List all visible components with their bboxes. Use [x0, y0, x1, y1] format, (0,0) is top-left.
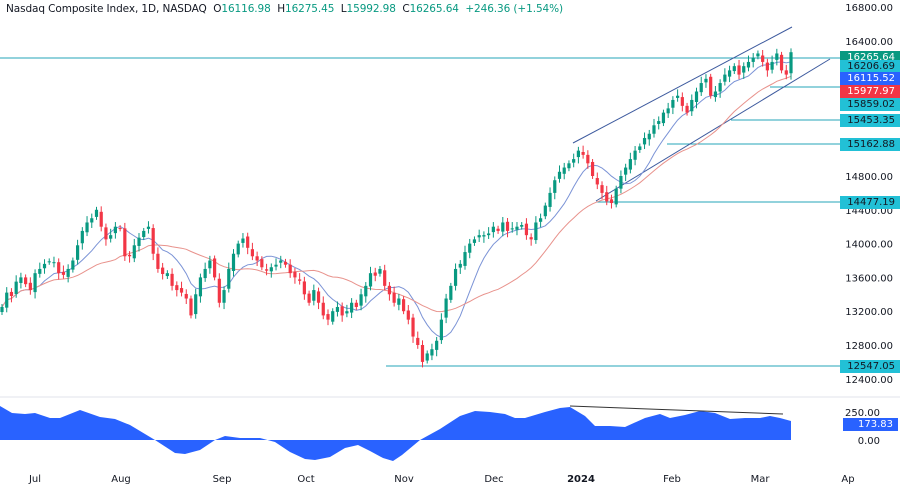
open-value: 16116.98 — [221, 3, 271, 15]
time-axis[interactable]: Jul Aug Sep Oct Nov Dec 2024 Feb Mar Ap — [28, 474, 855, 485]
price-tick: 14400.00 — [845, 206, 893, 217]
price-badge-level: 14477.19 — [840, 196, 900, 209]
oscillator-tick: 0.00 — [858, 436, 880, 447]
high-value: 16275.45 — [284, 3, 335, 15]
time-tick: Aug — [111, 474, 131, 485]
time-tick: Nov — [394, 474, 414, 485]
time-tick: 2024 — [567, 474, 595, 485]
chart-legend: Nasdaq Composite Index, 1D, NASDAQ O1611… — [6, 3, 563, 15]
price-tick: 13600.00 — [845, 273, 893, 284]
time-tick: Oct — [297, 474, 314, 485]
price-axis[interactable]: 16800.00 16400.00 14800.00 14400.00 14000.00… — [845, 3, 893, 447]
price-tick: 14000.00 — [845, 240, 893, 251]
oscillator-tick: 250.00 — [845, 408, 880, 419]
price-badge-level: 12547.05 — [840, 360, 900, 373]
price-badge-level: 16206.69 — [840, 60, 900, 73]
price-badge-ma_fast: 16115.52 — [840, 72, 900, 85]
price-tick: 12400.00 — [845, 375, 893, 386]
price-badge-level: 15859.02 — [840, 98, 900, 111]
candlesticks — [0, 48, 793, 368]
price-tick: 14800.00 — [845, 172, 893, 183]
close-value: 16265.64 — [409, 3, 459, 15]
low-label: L — [340, 3, 347, 15]
rising-channel — [572, 26, 831, 202]
horizontal-levels — [0, 57, 840, 367]
low-value: 15992.98 — [346, 3, 396, 15]
price-tick: 16400.00 — [845, 37, 893, 48]
price-badge-ma_slow: 15977.97 — [840, 85, 900, 98]
time-tick: Sep — [213, 474, 232, 485]
oscillator-pane — [0, 405, 791, 461]
price-tick: 12800.00 — [845, 341, 893, 352]
time-tick: Dec — [484, 474, 503, 485]
time-tick: Ap — [841, 474, 854, 485]
time-tick: Feb — [663, 474, 681, 485]
time-tick: Mar — [751, 474, 771, 485]
high-label: H — [277, 3, 285, 15]
close-label: C — [402, 3, 410, 15]
price-badge-level: 15162.88 — [840, 138, 900, 151]
price-tick: 13200.00 — [845, 307, 893, 318]
change-value: +246.36 (+1.54%) — [465, 3, 563, 15]
price-badge-level: 15453.35 — [840, 114, 900, 127]
price-tick: 16800.00 — [845, 3, 893, 14]
oscillator-value-badge: 173.83 — [843, 418, 898, 431]
open-label: O — [213, 3, 222, 15]
symbol-title: Nasdaq Composite Index, 1D, NASDAQ — [6, 3, 207, 15]
time-tick: Jul — [28, 474, 41, 485]
